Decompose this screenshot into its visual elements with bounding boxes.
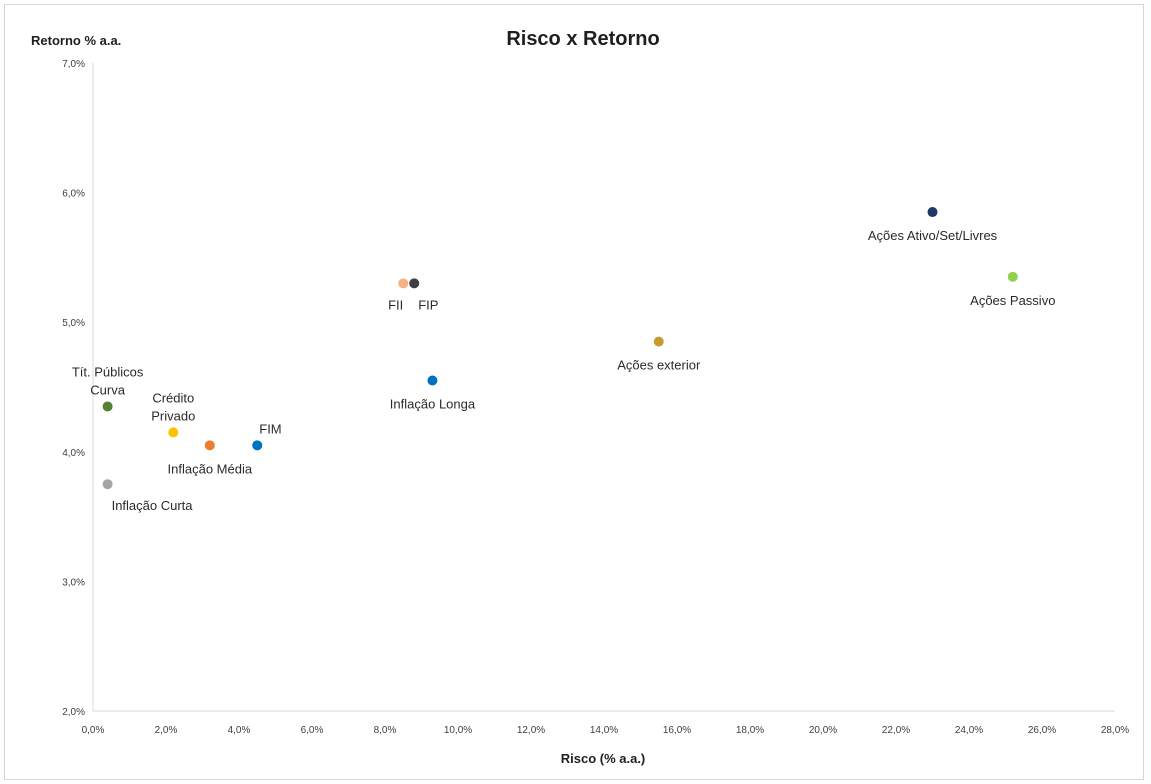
data-point: Inflação Média — [168, 440, 253, 476]
point-marker — [927, 207, 938, 218]
point-marker — [102, 401, 113, 412]
point-label: Ações exterior — [617, 358, 701, 373]
risk-return-scatter-chart: Risco x Retorno Retorno % a.a. Risco (% … — [31, 28, 1129, 766]
y-tick-label: 5,0% — [62, 318, 85, 329]
y-axis-label: Retorno % a.a. — [31, 33, 121, 48]
point-marker — [398, 278, 409, 289]
x-axis-label: Risco (% a.a.) — [561, 751, 646, 766]
y-tick-label: 6,0% — [62, 189, 85, 200]
point-marker — [168, 427, 179, 438]
point-marker — [427, 375, 438, 386]
data-point: Tít. Públicos Curva — [72, 364, 144, 412]
point-label: FII — [388, 297, 403, 312]
x-tick-label: 2,0% — [155, 725, 178, 736]
y-tick-label: 4,0% — [62, 448, 85, 459]
chart-frame: Risco x Retorno Retorno % a.a. Risco (% … — [4, 4, 1144, 780]
point-marker — [1007, 271, 1018, 282]
point-label: Ações Passivo — [970, 293, 1055, 308]
chart-title: Risco x Retorno — [506, 28, 659, 50]
x-tick-label: 22,0% — [882, 725, 910, 736]
x-tick-label: 18,0% — [736, 725, 764, 736]
x-tick-label: 12,0% — [517, 725, 545, 736]
point-marker — [653, 336, 664, 347]
data-points: Tít. Públicos Curva Crédito Privado Inflação… — [72, 207, 1055, 513]
data-point: Ações exterior — [617, 336, 701, 373]
point-label: Crédito — [152, 390, 194, 405]
point-label: Tít. Públicos — [72, 364, 144, 379]
x-tick-label: 14,0% — [590, 725, 618, 736]
x-tick-label: 4,0% — [228, 725, 251, 736]
axes: 2,0% 3,0% 4,0% 5,0% 6,0% 7,0% 0,0% 2,0% 4,0% 6,0%… — [62, 59, 1129, 736]
data-point: FIM — [252, 421, 282, 451]
point-label: Inflação Curta — [112, 498, 194, 513]
data-point: FIP — [409, 278, 438, 312]
x-tick-label: 28,0% — [1101, 725, 1129, 736]
x-tick-label: 26,0% — [1028, 725, 1056, 736]
x-tick-label: 6,0% — [301, 725, 324, 736]
x-tick-label: 10,0% — [444, 725, 472, 736]
data-point: Crédito Privado — [151, 390, 195, 438]
y-tick-label: 7,0% — [62, 59, 85, 70]
x-tick-label: 24,0% — [955, 725, 983, 736]
point-label: Curva — [90, 382, 125, 397]
x-tick-label: 20,0% — [809, 725, 837, 736]
point-marker — [252, 440, 263, 451]
x-tick-label: 16,0% — [663, 725, 691, 736]
point-label: Ações Ativo/Set/Livres — [868, 228, 998, 243]
point-label: Privado — [151, 408, 195, 423]
x-tick-label: 8,0% — [374, 725, 397, 736]
point-label: FIP — [418, 297, 438, 312]
data-point: Ações Passivo — [970, 271, 1055, 308]
data-point: Ações Ativo/Set/Livres — [868, 207, 998, 243]
point-marker — [102, 479, 113, 490]
point-label: FIM — [259, 421, 281, 436]
point-marker — [409, 278, 420, 289]
data-point: Inflação Longa — [390, 375, 476, 412]
data-point: Inflação Curta — [102, 479, 194, 513]
data-point: FII — [388, 278, 409, 312]
point-label: Inflação Média — [168, 461, 253, 476]
y-tick-label: 2,0% — [62, 707, 85, 718]
y-tick-label: 3,0% — [62, 577, 85, 588]
point-marker — [204, 440, 215, 451]
point-label: Inflação Longa — [390, 397, 476, 412]
x-tick-label: 0,0% — [82, 725, 105, 736]
